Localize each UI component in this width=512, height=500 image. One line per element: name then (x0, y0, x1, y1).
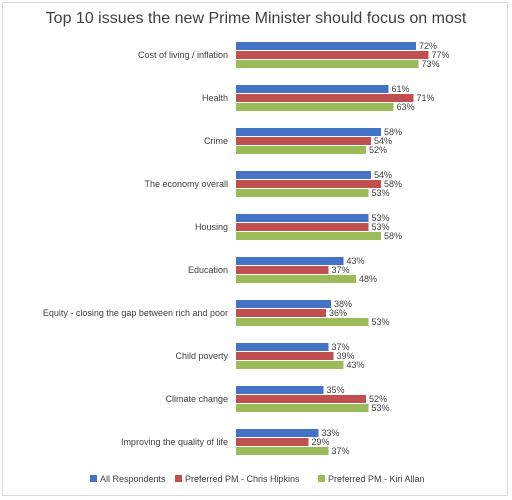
bar (236, 343, 329, 351)
bar (236, 309, 326, 317)
category-label: The economy overall (144, 179, 228, 189)
bar (236, 42, 416, 50)
data-label: 52% (369, 145, 387, 155)
bar (236, 180, 381, 188)
data-label: 38% (334, 299, 352, 309)
category-label: Equity - closing the gap between rich an… (43, 308, 228, 318)
data-label: 61% (392, 84, 410, 94)
data-label: 53% (372, 317, 390, 327)
data-label: 77% (432, 50, 450, 60)
data-label: 37% (332, 342, 350, 352)
bar (236, 447, 329, 455)
bar (236, 257, 344, 265)
data-label: 72% (419, 41, 437, 51)
bar (236, 352, 334, 360)
bar (236, 85, 389, 93)
data-label: 43% (347, 256, 365, 266)
bar (236, 318, 369, 326)
bar (236, 171, 371, 179)
bar (236, 128, 381, 136)
data-label: 33% (322, 428, 340, 438)
data-label: 54% (374, 136, 392, 146)
legend-swatch (318, 475, 325, 482)
bar (236, 146, 366, 154)
bar (236, 51, 429, 59)
chart-frame (2, 2, 508, 496)
bar (236, 386, 324, 394)
bar (236, 266, 329, 274)
bar (236, 60, 419, 68)
data-label: 37% (332, 446, 350, 456)
legend-swatch (90, 475, 97, 482)
data-label: 53% (372, 188, 390, 198)
bar (236, 137, 371, 145)
data-label: 58% (384, 179, 402, 189)
bar (236, 300, 331, 308)
data-label: 54% (374, 170, 392, 180)
bar (236, 223, 369, 231)
data-label: 53% (372, 403, 390, 413)
bar (236, 438, 309, 446)
chart-title: Top 10 issues the new Prime Minister sho… (45, 10, 467, 27)
bar (236, 232, 381, 240)
category-label: Cost of living / inflation (138, 50, 228, 60)
data-label: 53% (372, 213, 390, 223)
legend: All Respondents Preferred PM - Chris Hipk… (90, 474, 425, 484)
data-label: 36% (329, 308, 347, 318)
category-label: Improving the quality of life (121, 437, 228, 447)
category-label: Health (202, 93, 228, 103)
data-label: 71% (417, 93, 435, 103)
data-label: 58% (384, 231, 402, 241)
data-label: 58% (384, 127, 402, 137)
data-label: 73% (422, 59, 440, 69)
bar (236, 404, 369, 412)
data-label: 35% (327, 385, 345, 395)
data-label: 48% (359, 274, 377, 284)
category-label: Climate change (165, 394, 228, 404)
legend-label: Preferred PM - Kiri Allan (328, 474, 425, 484)
bar (236, 429, 319, 437)
data-label: 43% (347, 360, 365, 370)
bar (236, 103, 394, 111)
data-label: 63% (397, 102, 415, 112)
bar (236, 189, 369, 197)
data-label: 29% (312, 437, 330, 447)
data-label: 37% (332, 265, 350, 275)
bar (236, 214, 369, 222)
category-label: Crime (204, 136, 228, 146)
bar (236, 275, 356, 283)
bar (236, 395, 366, 403)
category-label: Housing (195, 222, 228, 232)
category-label: Education (188, 265, 228, 275)
legend-label: All Respondents (100, 474, 166, 484)
legend-swatch (175, 475, 182, 482)
data-label: 52% (369, 394, 387, 404)
bar (236, 94, 414, 102)
legend-label: Preferred PM - Chris Hipkins (185, 474, 300, 484)
bars-group: Cost of living / inflation 72%77%73% Healt… (43, 41, 450, 456)
data-label: 39% (337, 351, 355, 361)
category-label: Child poverty (175, 351, 228, 361)
data-label: 53% (372, 222, 390, 232)
bar (236, 361, 344, 369)
